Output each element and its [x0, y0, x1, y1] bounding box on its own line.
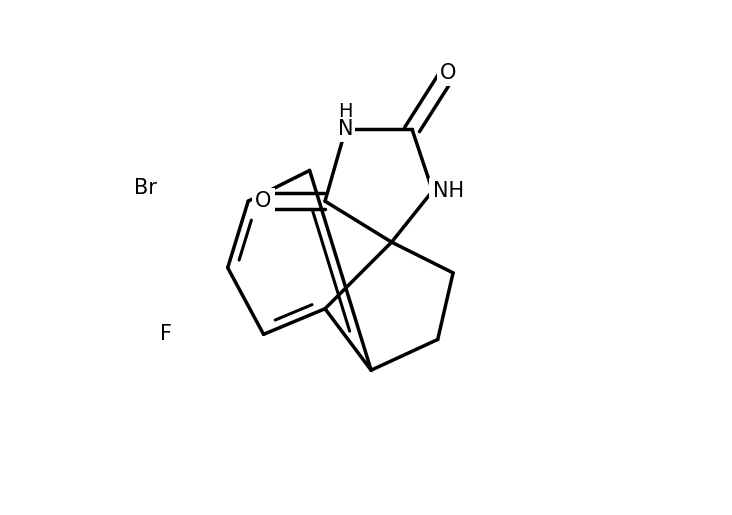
Text: F: F — [160, 324, 172, 345]
Text: NH: NH — [433, 181, 463, 201]
Text: O: O — [440, 63, 456, 83]
Text: O: O — [255, 191, 272, 211]
Text: Br: Br — [134, 178, 157, 198]
Text: H: H — [338, 102, 353, 121]
Text: N: N — [337, 119, 354, 140]
